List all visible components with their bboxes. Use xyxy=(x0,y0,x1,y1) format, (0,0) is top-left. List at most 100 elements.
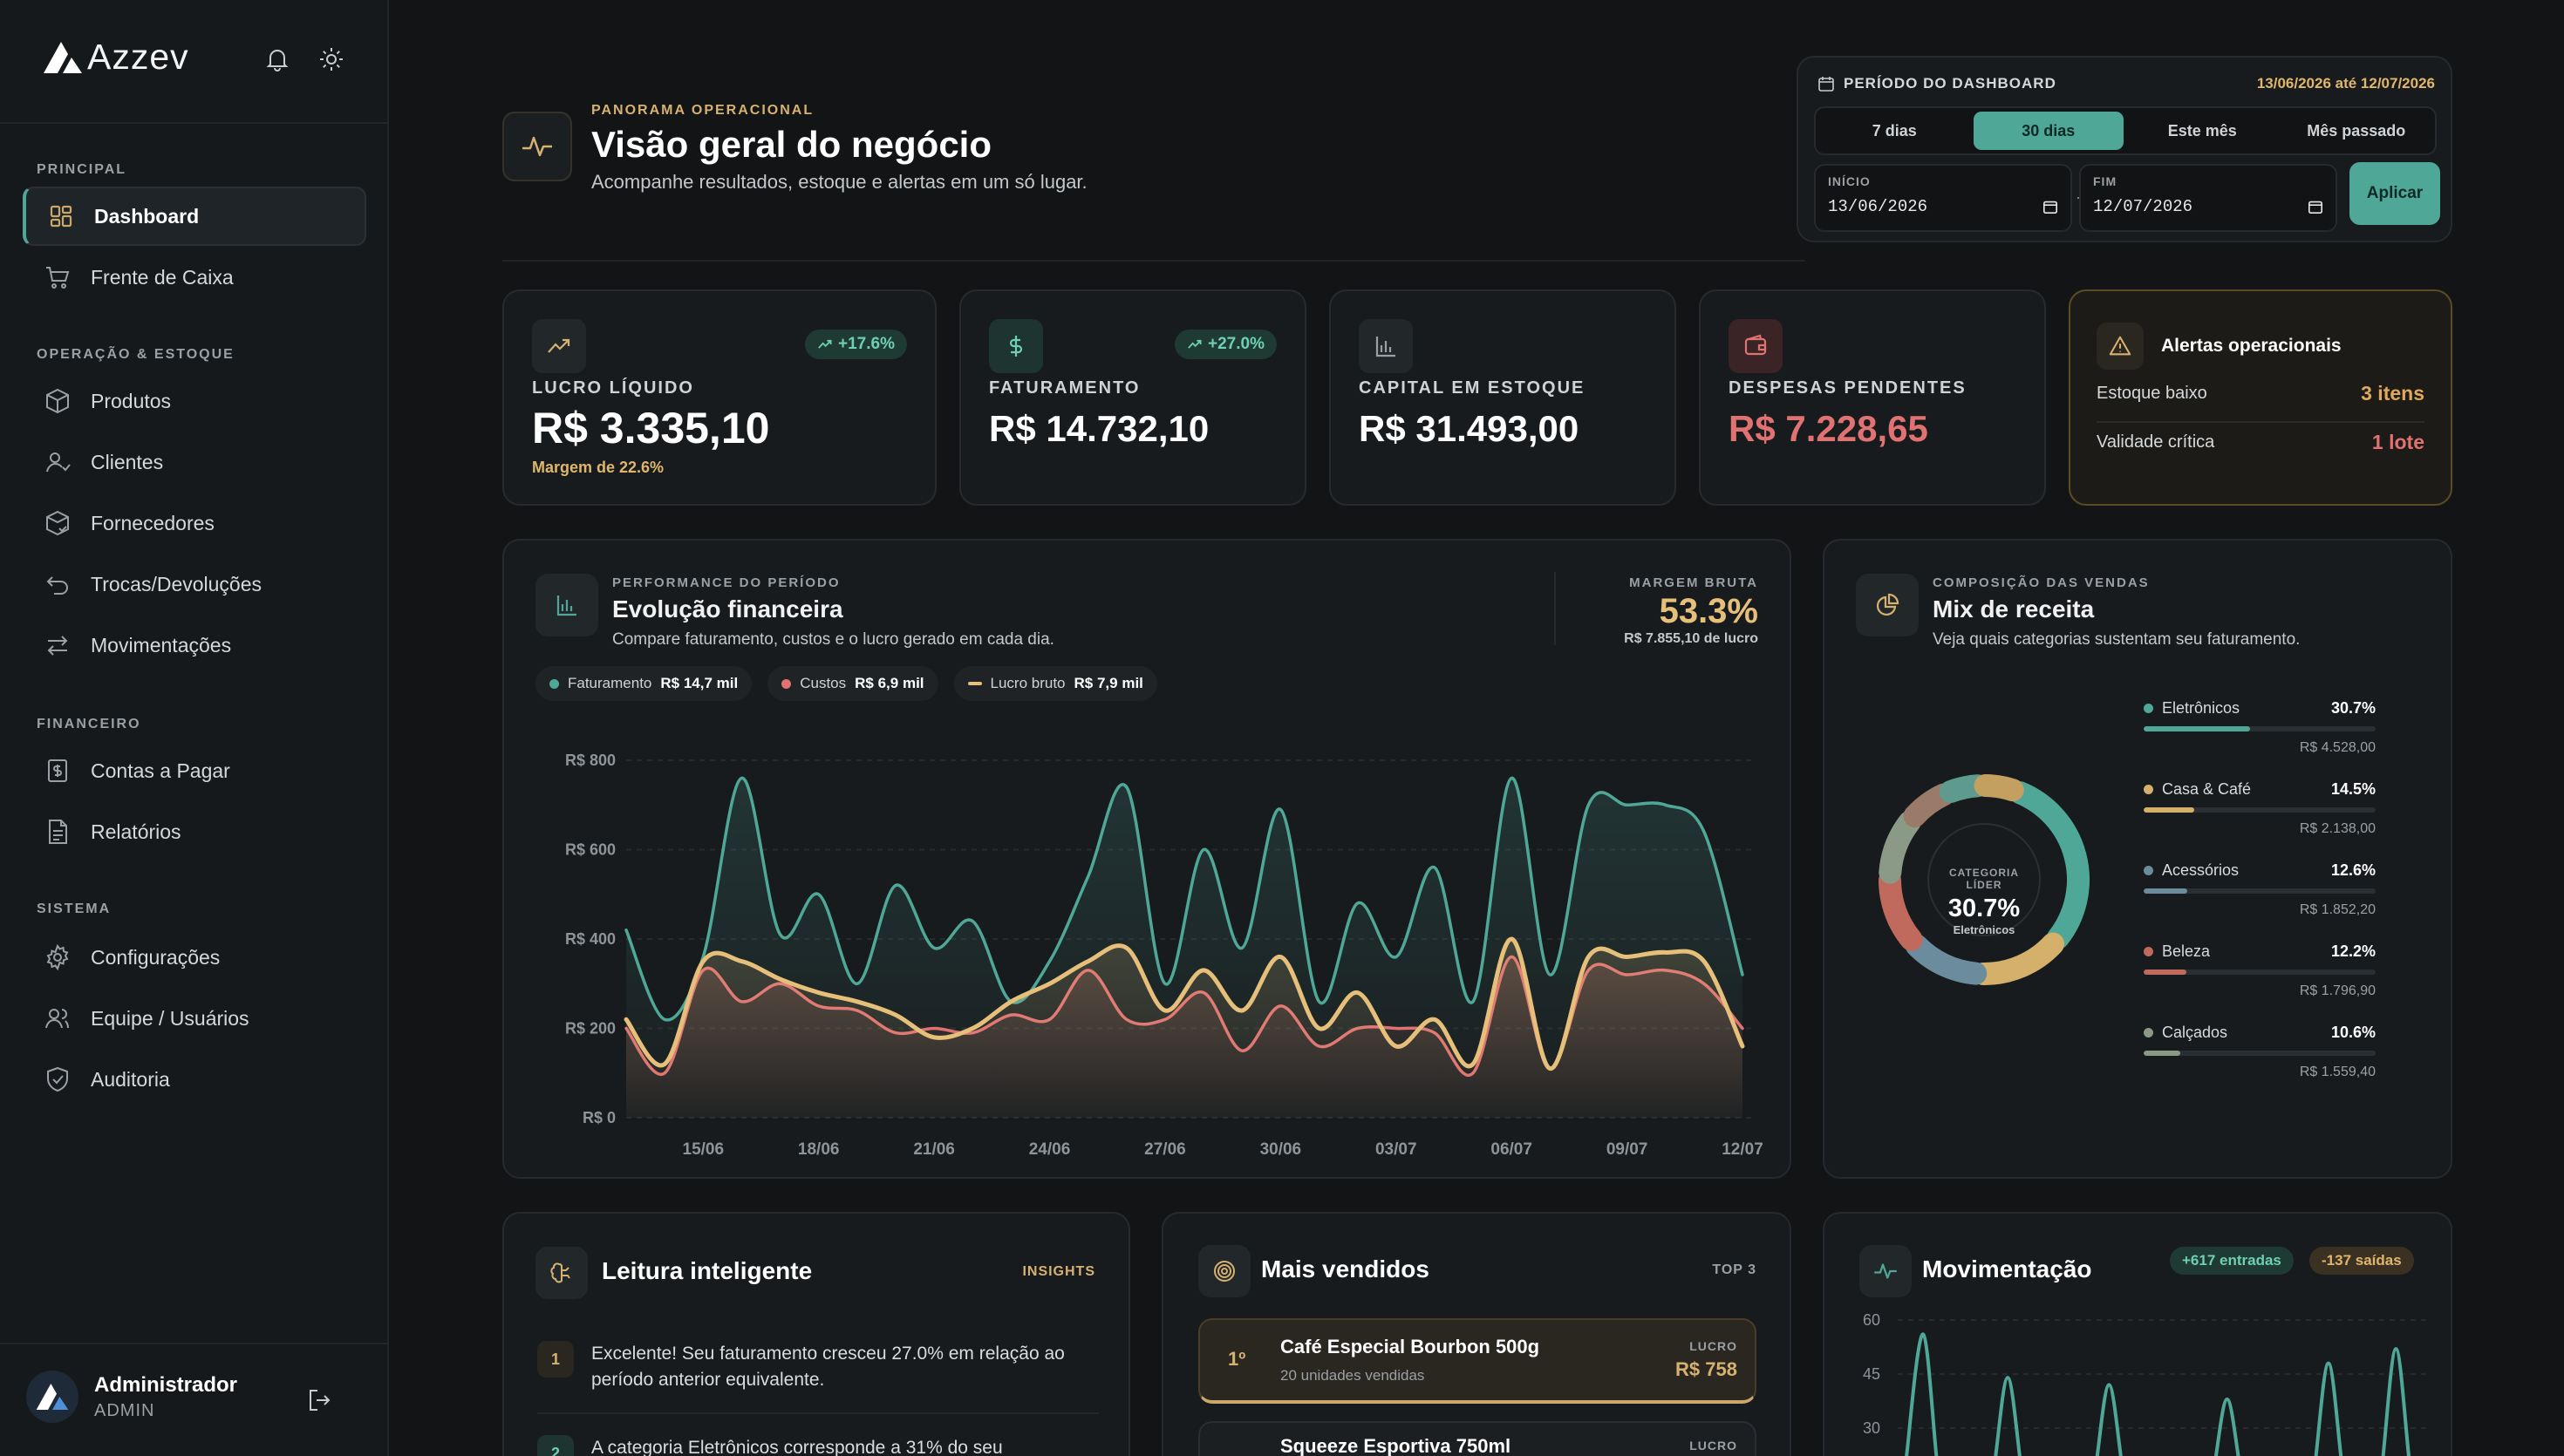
legend-dot xyxy=(781,678,792,689)
mix-percent: 30.7% xyxy=(2330,699,2376,717)
sidebar-item-fornecedores[interactable]: Fornecedores xyxy=(23,493,366,553)
sidebar-item-produtos[interactable]: Produtos xyxy=(23,371,366,431)
logo-text: Azzev xyxy=(87,37,189,77)
target-icon xyxy=(1214,1261,1235,1282)
calendar-icon xyxy=(1818,77,1834,92)
insights-panel: Leitura inteligente INSIGHTS 1 Excelente… xyxy=(502,1212,1130,1456)
bestsellers-tag: TOP 3 xyxy=(1712,1262,1756,1277)
kpi-label: DESPESAS PENDENTES xyxy=(1729,378,1967,398)
kpi-icon xyxy=(989,319,1043,373)
sidebar-item-equipe[interactable]: Equipe / Usuários xyxy=(23,989,366,1048)
movement-out-badge: -137 saídas xyxy=(2309,1247,2414,1275)
mix-name: Acessórios xyxy=(2162,861,2240,879)
dollar-icon xyxy=(1009,336,1023,357)
bar-chart-icon xyxy=(556,595,576,616)
apply-button[interactable]: Aplicar xyxy=(2349,162,2440,225)
y-tick-label: R$ 200 xyxy=(565,1020,616,1038)
report-icon xyxy=(49,820,67,844)
warning-icon xyxy=(2109,336,2131,356)
sidebar-item-label: Auditoria xyxy=(91,1067,170,1091)
period-title: PERÍODO DO DASHBOARD xyxy=(1817,75,2056,92)
sidebar-item-label: Frente de Caixa xyxy=(91,265,234,289)
start-date-field[interactable]: INÍCIO 13/06/2026 xyxy=(1814,164,2072,232)
undo-icon xyxy=(46,576,68,595)
x-tick-label: 09/07 xyxy=(1606,1140,1648,1159)
mix-bar-fill xyxy=(2144,1051,2181,1056)
sidebar-item-label: Equipe / Usuários xyxy=(91,1006,249,1030)
calendar-icon[interactable] xyxy=(2308,199,2323,214)
bestseller-item[interactable]: Squeeze Esportiva 750ml LUCRO xyxy=(1198,1421,1756,1456)
end-date-field[interactable]: FIM 12/07/2026 xyxy=(2079,164,2337,232)
period-option-7-dias[interactable]: 7 dias xyxy=(1872,121,1917,139)
mix-item[interactable]: Beleza 12.2% R$ 1.796,90 xyxy=(2144,942,2376,999)
x-tick-label: 18/06 xyxy=(798,1140,840,1159)
mix-item[interactable]: Calçados 10.6% R$ 1.559,40 xyxy=(2144,1024,2376,1080)
mix-dot xyxy=(2144,1028,2153,1038)
period-option-este-mes[interactable]: Este mês xyxy=(2167,121,2237,139)
mix-panel: COMPOSIÇÃO DAS VENDAS Mix de receita Vej… xyxy=(1823,539,2452,1179)
mix-dot xyxy=(2144,704,2153,713)
x-tick-label: 12/07 xyxy=(1722,1140,1763,1159)
sidebar-item-label: Produtos xyxy=(91,389,172,412)
donut-slice xyxy=(1903,783,1955,827)
mix-dot xyxy=(2144,947,2153,956)
panel-title: Movimentação xyxy=(1922,1255,2092,1283)
legend-custos[interactable]: Custos R$ 6,9 mil xyxy=(767,666,938,701)
movement-chart[interactable]: 60 45 30 xyxy=(1824,1310,2451,1456)
donut-center: CATEGORIA LÍDER 30.7% Eletrônicos xyxy=(1933,849,2036,952)
mix-amount: R$ 2.138,00 xyxy=(2299,821,2376,836)
sidebar-item-dashboard[interactable]: Dashboard xyxy=(23,187,366,246)
user-profile[interactable]: Administrador ADMIN xyxy=(26,1371,237,1423)
sidebar-item-trocas[interactable]: Trocas/Devoluções xyxy=(23,555,366,614)
mix-name: Beleza xyxy=(2162,942,2211,960)
sidebar-item-relatorios[interactable]: Relatórios xyxy=(23,802,366,861)
mix-item[interactable]: Casa & Café 14.5% R$ 2.138,00 xyxy=(2144,780,2376,837)
panel-divider xyxy=(1554,572,1556,645)
kpi-value: R$ 31.493,00 xyxy=(1359,408,1579,449)
donut-center-value: 30.7% xyxy=(1947,895,2021,922)
y-tick-label: R$ 400 xyxy=(565,930,616,948)
mix-item[interactable]: Acessórios 12.6% R$ 1.852,20 xyxy=(2144,861,2376,918)
sidebar-item-contas-a-pagar[interactable]: Contas a Pagar xyxy=(23,741,366,800)
legend-faturamento[interactable]: Faturamento R$ 14,7 mil xyxy=(535,666,753,701)
period-option-mes-passado[interactable]: Mês passado xyxy=(2307,121,2406,139)
mix-bar xyxy=(2144,807,2376,813)
x-tick-label: 06/07 xyxy=(1490,1140,1532,1159)
margin-value: 53.3% xyxy=(1659,592,1758,630)
margin-note: R$ 7.855,10 de lucro xyxy=(1624,631,1758,646)
sidebar-item-movimentacoes[interactable]: Movimentações xyxy=(23,616,366,675)
mix-bar xyxy=(2144,726,2376,731)
period-option-30-dias[interactable]: 30 dias xyxy=(1973,112,2124,150)
sidebar-item-label: Clientes xyxy=(91,450,164,473)
panel-title: Mix de receita xyxy=(1933,595,2095,623)
bestseller-profit-label: LUCRO xyxy=(1689,1339,1737,1353)
panel-icon xyxy=(535,574,598,636)
performance-chart[interactable]: R$ 800 R$ 600 R$ 400 R$ 200 R$ 0 15/06 18/06 21… xyxy=(504,715,1790,1168)
bell-icon[interactable] xyxy=(263,45,291,73)
alert-row-estoque[interactable]: Estoque baixo 3 itens xyxy=(2097,382,2424,423)
trending-up-icon xyxy=(1188,339,1202,349)
logo[interactable]: Azzev xyxy=(42,37,189,78)
swap-icon xyxy=(47,636,68,656)
logout-icon[interactable] xyxy=(305,1386,333,1414)
sidebar-item-clientes[interactable]: Clientes xyxy=(23,432,366,492)
calendar-icon[interactable] xyxy=(2042,199,2058,214)
legend-lucro-bruto[interactable]: Lucro bruto R$ 7,9 mil xyxy=(953,666,1157,701)
donut-slice xyxy=(1974,774,2024,802)
bestseller-item[interactable]: 1º Café Especial Bourbon 500g 20 unidade… xyxy=(1198,1318,1756,1404)
y-tick-label: 30 xyxy=(1863,1419,1880,1437)
sidebar-item-configuracoes[interactable]: Configurações xyxy=(23,928,366,987)
revenue-donut-chart[interactable] xyxy=(1870,765,2098,994)
bestseller-name: Squeeze Esportiva 750ml xyxy=(1280,1435,1511,1456)
panel-icon xyxy=(535,1247,588,1299)
trending-up-icon xyxy=(548,338,570,353)
sidebar-item-auditoria[interactable]: Auditoria xyxy=(23,1050,366,1109)
theme-toggle-icon[interactable] xyxy=(317,45,345,73)
mix-amount: R$ 1.796,90 xyxy=(2299,983,2376,998)
sidebar-item-frente-de-caixa[interactable]: Frente de Caixa xyxy=(23,248,366,307)
alert-row-validade[interactable]: Validade crítica 1 lote xyxy=(2097,431,2424,454)
mix-item[interactable]: Eletrônicos 30.7% R$ 4.528,00 xyxy=(2144,699,2376,756)
section-operacao: OPERAÇÃO & ESTOQUE xyxy=(37,347,235,362)
header-eyebrow: PANORAMA OPERACIONAL xyxy=(591,103,815,118)
bestseller-profit: R$ 758 xyxy=(1675,1358,1737,1380)
